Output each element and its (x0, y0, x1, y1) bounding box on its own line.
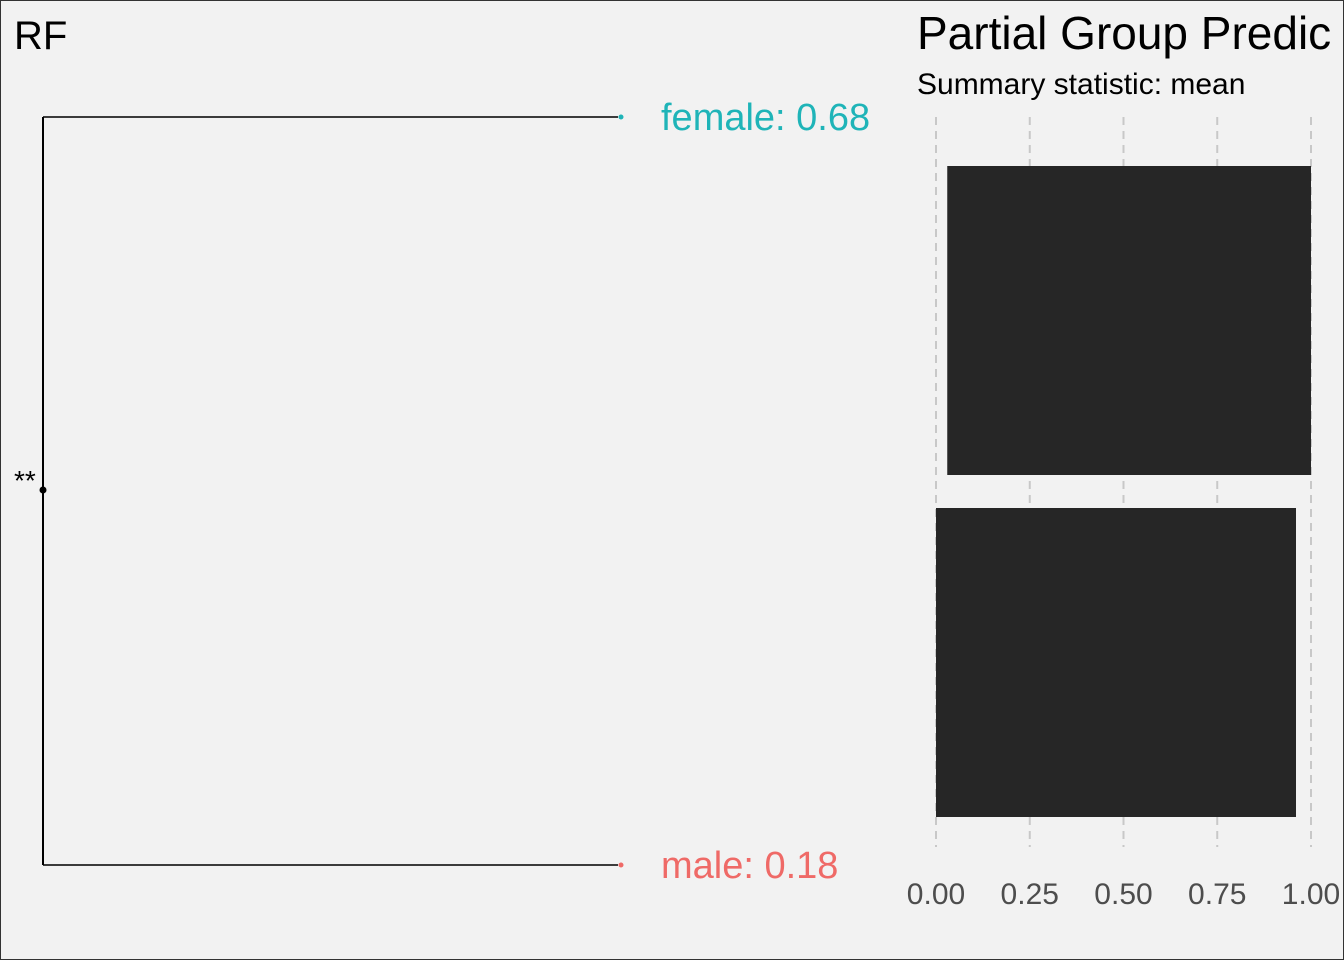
x-tick-label: 0.00 (907, 878, 965, 911)
x-tick-label: 0.50 (1094, 878, 1152, 911)
right-panel-subtitle: Summary statistic: mean (917, 68, 1245, 101)
x-axis-tick-labels: 0.00 0.25 0.50 0.75 1.00 (907, 878, 1340, 911)
x-tick-label: 1.00 (1282, 878, 1340, 911)
left-panel-title: RF (14, 14, 67, 58)
tree-significance-label: ** (14, 465, 36, 496)
x-tick-label: 0.75 (1188, 878, 1246, 911)
bar-panel: 0.00 0.25 0.50 0.75 1.00 (907, 117, 1340, 911)
bar-female (947, 166, 1311, 475)
tree-root-node (39, 486, 47, 494)
right-panel-title: Partial Group Predic (917, 7, 1331, 59)
tree-leaf-label-female: female: 0.68 (661, 97, 870, 139)
tree-panel: female: 0.68 male: 0.18 ** (14, 97, 870, 887)
tree-leaf-label-male: male: 0.18 (661, 845, 838, 887)
x-tick-label: 0.25 (1001, 878, 1059, 911)
tree-leaf-node-female (618, 114, 624, 120)
bar-series (936, 166, 1311, 817)
bar-male (936, 508, 1296, 817)
tree-leaf-node-male (618, 862, 624, 868)
